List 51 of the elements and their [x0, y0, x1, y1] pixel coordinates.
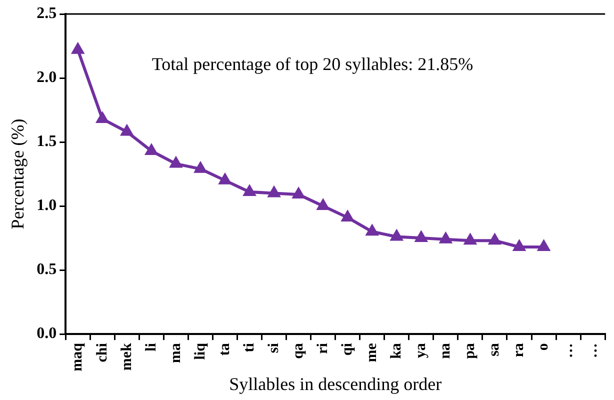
x-tick-label: si	[266, 343, 282, 354]
annotation: Total percentage of top 20 syllables: 21.85%	[152, 54, 474, 74]
point	[121, 125, 133, 136]
x-tick-label: na	[438, 342, 454, 359]
x-tick-label: o	[536, 343, 552, 351]
point	[366, 225, 378, 236]
x-tick-label: chi	[94, 343, 110, 362]
point	[72, 43, 84, 54]
point	[390, 230, 402, 241]
y-tick-label: 2.0	[36, 69, 57, 86]
point	[488, 234, 501, 245]
point	[342, 211, 354, 222]
x-axis-title: Syllables in descending order	[229, 374, 442, 394]
y-axis-title: Percentage (%)	[8, 118, 28, 230]
point	[440, 232, 452, 244]
point	[513, 240, 526, 252]
x-tick-label: liq	[192, 342, 208, 360]
x-tick-label: ka	[388, 342, 405, 359]
x-tick-label: maq	[70, 342, 86, 372]
x-tick-label: …	[584, 343, 601, 358]
y-tick-label: 1.0	[36, 197, 57, 214]
x-tick-label: ra	[511, 342, 528, 358]
x-tick-label: ma	[168, 342, 184, 364]
point	[292, 188, 304, 199]
point	[538, 240, 550, 252]
x-tick-label: …	[560, 343, 576, 358]
point	[194, 162, 206, 173]
x-tick-label: ri	[314, 343, 331, 354]
y-tick-label: 2.5	[36, 5, 57, 22]
x-tick-label: qi	[339, 343, 356, 356]
x-tick-label: li	[143, 343, 160, 352]
point	[170, 157, 182, 168]
y-tick-label: 1.5	[36, 133, 57, 150]
point	[244, 185, 256, 196]
x-tick-label: sa	[486, 342, 503, 356]
point	[146, 144, 158, 155]
point	[415, 232, 427, 242]
x-tick-label: qa	[290, 342, 306, 359]
point	[317, 200, 329, 210]
point	[219, 174, 231, 184]
y-tick-label: 0.5	[36, 261, 57, 278]
x-tick-label: ya	[413, 342, 430, 358]
x-tick-label: mek	[118, 342, 135, 371]
x-tick-label: pa	[462, 342, 478, 359]
x-tick-label: ti	[241, 343, 258, 352]
point	[268, 186, 280, 198]
x-tick-label: me	[364, 342, 380, 362]
y-tick-label: 0.0	[36, 325, 57, 342]
point	[96, 112, 108, 123]
x-tick-label: ta	[216, 342, 233, 356]
point	[464, 234, 476, 245]
